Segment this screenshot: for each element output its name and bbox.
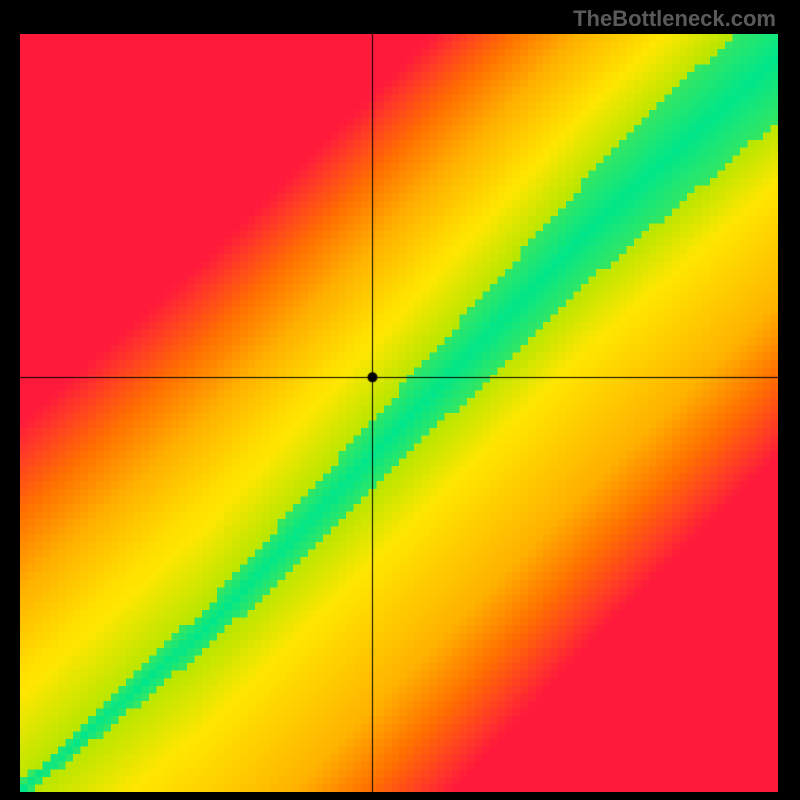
crosshair-overlay (20, 34, 778, 792)
attribution-label: TheBottleneck.com (573, 6, 776, 32)
chart-container: { "attribution": { "text": "TheBottlenec… (0, 0, 800, 800)
